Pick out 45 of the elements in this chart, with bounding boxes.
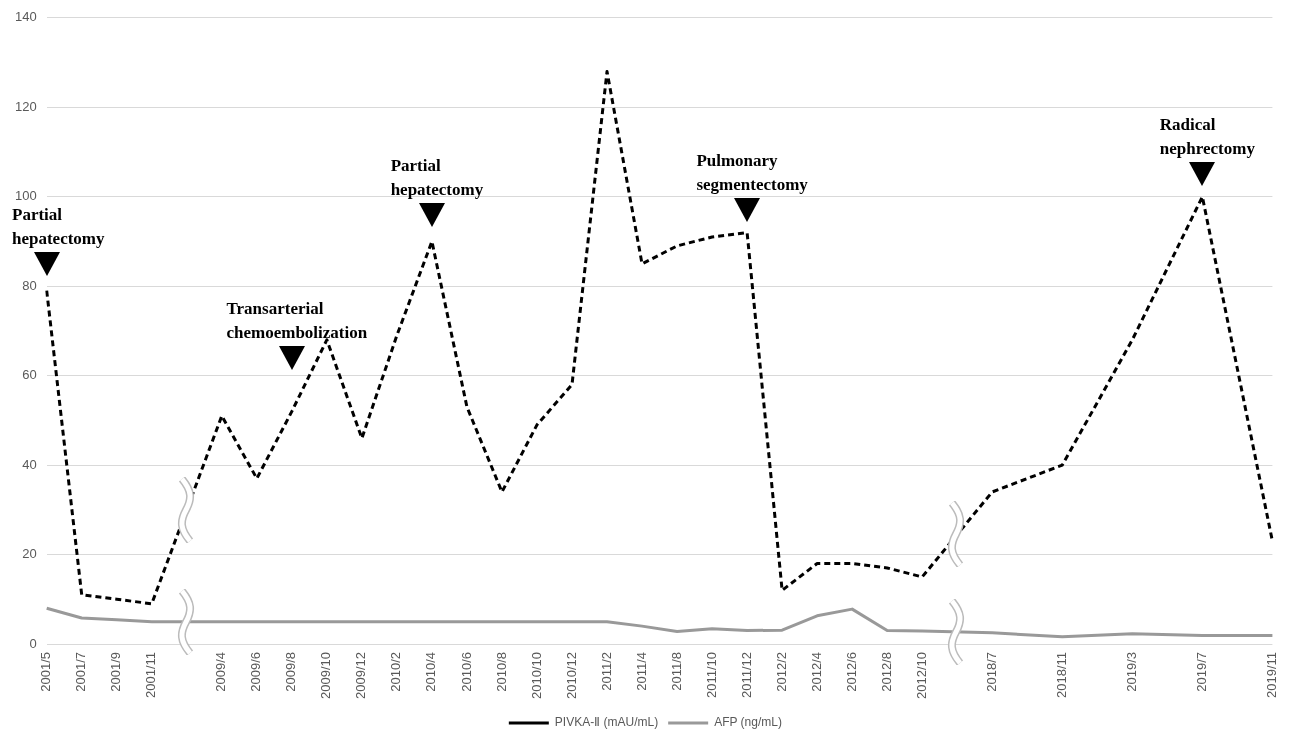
x-tick-label: 2010/2 <box>388 652 404 692</box>
x-tick-label: 2001/5 <box>38 652 54 692</box>
x-tick-label: 2012/10 <box>913 652 929 700</box>
x-tick-label: 2019/7 <box>1193 652 1209 692</box>
y-tick-label: 60 <box>22 367 37 383</box>
x-tick-label: 2011/2 <box>598 652 614 691</box>
x-tick-label: 2009/8 <box>283 652 299 692</box>
x-tick-label: 2001/7 <box>73 652 89 692</box>
y-tick-label: 0 <box>29 635 37 651</box>
y-tick-label: 20 <box>22 546 37 562</box>
x-tick-label: 2011/4 <box>633 652 649 691</box>
x-tick-label: 2012/8 <box>878 652 894 692</box>
x-tick-label: 2012/4 <box>808 652 824 692</box>
x-tick-label: 2001/9 <box>108 652 124 692</box>
x-tick-label: 2009/12 <box>353 652 369 700</box>
x-tick-label: 2009/10 <box>318 652 334 700</box>
x-tick-label: 2011/8 <box>668 652 684 691</box>
annotation: Partial hepatectomy <box>390 155 484 199</box>
annotation: Transarterial chemoembolization <box>226 298 368 342</box>
annotation: Radical nephrectomy <box>1159 115 1256 159</box>
x-tick-label: 2012/6 <box>843 652 859 692</box>
x-tick-label: 2009/4 <box>213 652 229 692</box>
y-tick-label: 140 <box>14 9 37 25</box>
x-tick-label: 2011/12 <box>738 652 754 699</box>
x-tick-label: 2012/2 <box>773 652 789 692</box>
x-tick-label: 2001/11 <box>143 652 159 699</box>
x-tick-label: 2010/10 <box>528 652 544 700</box>
annotation: Partial hepatectomy <box>12 204 106 248</box>
legend-label: PIVKA-Ⅱ (mAU/mL) <box>554 715 659 730</box>
x-tick-label: 2010/8 <box>493 652 509 692</box>
x-tick-label: 2011/10 <box>703 652 719 699</box>
x-tick-label: 2018/11 <box>1053 652 1069 699</box>
x-tick-label: 2010/4 <box>423 652 439 692</box>
y-tick-label: 100 <box>14 188 37 204</box>
y-tick-label: 40 <box>22 456 37 472</box>
x-tick-label: 2010/12 <box>563 652 579 700</box>
x-tick-label: 2010/6 <box>458 652 474 692</box>
x-tick-label: 2019/11 <box>1263 652 1279 699</box>
x-tick-label: 2018/7 <box>983 652 999 692</box>
y-tick-label: 80 <box>22 277 37 293</box>
legend-label: AFP (ng/mL) <box>714 715 782 730</box>
y-tick-label: 120 <box>14 98 37 114</box>
annotation: Pulmonary segmentectomy <box>696 151 809 195</box>
x-tick-label: 2019/3 <box>1123 652 1139 692</box>
x-tick-label: 2009/6 <box>248 652 264 692</box>
